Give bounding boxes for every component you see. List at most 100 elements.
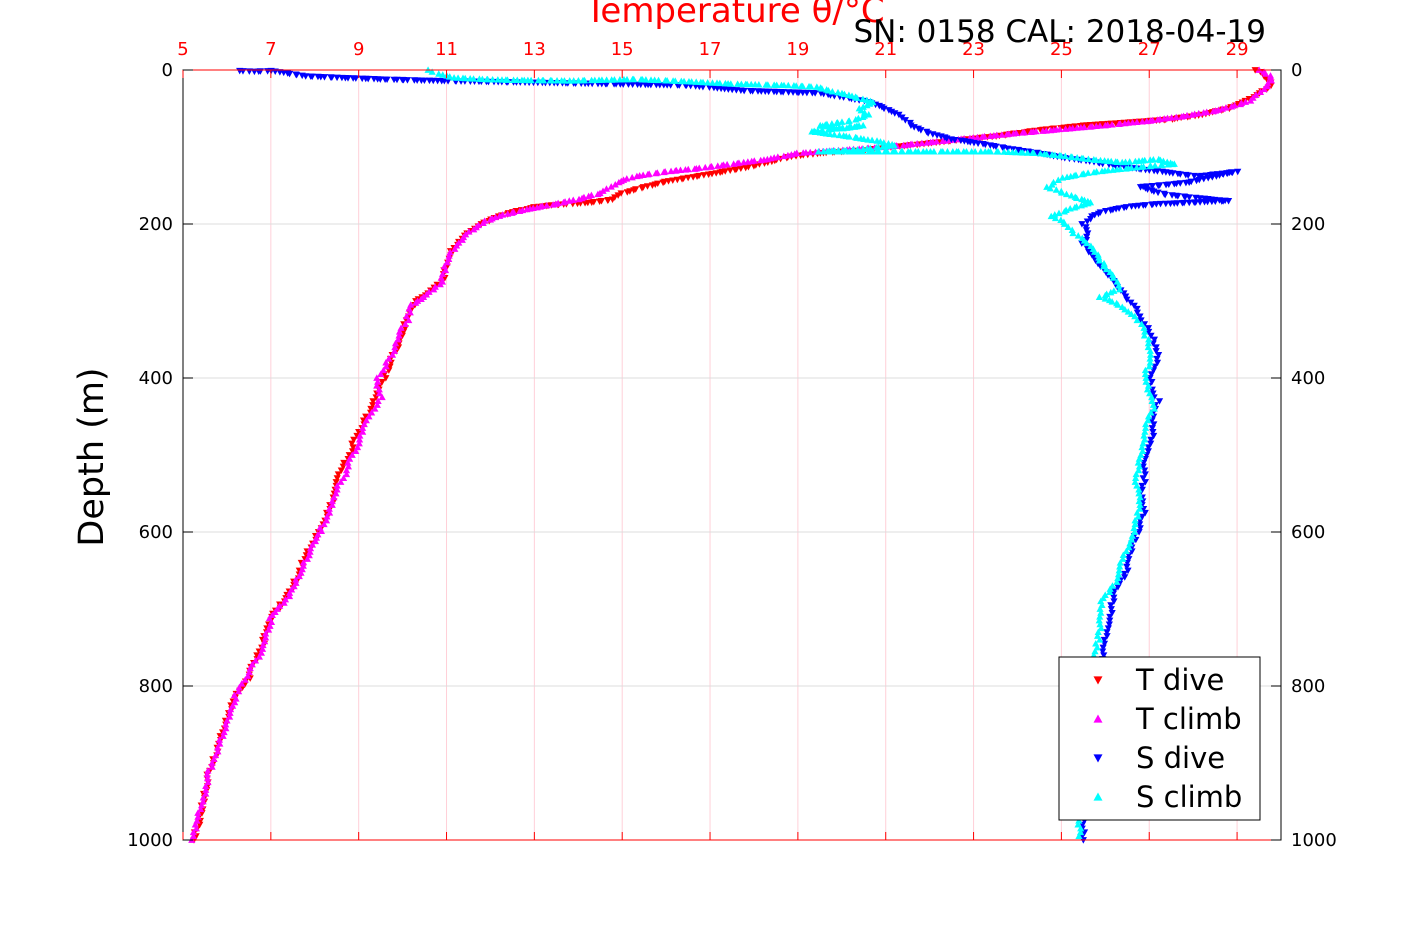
data-point [845, 133, 853, 140]
data-point [901, 117, 909, 124]
data-point [1039, 127, 1047, 134]
data-point [1062, 190, 1071, 198]
data-point [1090, 248, 1099, 255]
data-point [383, 76, 391, 84]
data-point [740, 158, 748, 166]
data-point [883, 148, 891, 155]
chart-title: Temperature θ/°C [584, 0, 884, 31]
data-point [328, 74, 336, 81]
data-point [202, 786, 210, 793]
data-point [312, 534, 321, 541]
legend-label: S dive [1136, 741, 1225, 775]
data-point [978, 133, 986, 140]
data-point [1073, 124, 1081, 131]
data-point [1107, 606, 1115, 613]
data-point [333, 482, 341, 489]
data-point [1142, 420, 1150, 428]
y-tick-label-left: 800 [139, 676, 173, 697]
data-point [699, 84, 707, 91]
data-point [1084, 155, 1093, 163]
data-point [222, 720, 230, 728]
data-point [986, 132, 995, 139]
data-point [320, 520, 328, 528]
data-point [1010, 129, 1018, 137]
data-point [303, 555, 311, 562]
data-point [1148, 425, 1156, 432]
y-tick-label-right: 200 [1291, 214, 1325, 235]
data-point [1252, 91, 1260, 98]
data-point [1141, 509, 1149, 517]
data-point [1267, 76, 1276, 84]
data-point [1178, 200, 1187, 207]
data-point [444, 78, 452, 85]
data-point [244, 672, 252, 679]
data-point [1061, 152, 1069, 160]
data-point [374, 378, 382, 385]
data-point [251, 656, 260, 664]
data-point [435, 70, 443, 77]
data-point [1030, 149, 1038, 157]
data-point [1019, 149, 1027, 156]
data-point [344, 75, 352, 82]
data-point [362, 413, 370, 421]
data-point [1140, 324, 1148, 331]
data-point [323, 513, 331, 520]
data-point [1185, 199, 1193, 207]
data-point [1122, 547, 1130, 555]
data-point [382, 359, 390, 366]
data-point [375, 385, 383, 393]
data-point [262, 630, 270, 637]
data-point [1154, 116, 1162, 123]
data-point [1116, 559, 1124, 566]
data-point [574, 76, 583, 84]
x-tick-label: 5 [177, 39, 188, 60]
data-point [654, 76, 663, 84]
data-point [486, 216, 494, 223]
data-point [570, 77, 578, 84]
data-point [548, 76, 556, 84]
data-point [356, 432, 364, 439]
data-point [692, 78, 700, 85]
data-point [838, 148, 846, 155]
data-point [1115, 566, 1123, 574]
data-point [1106, 613, 1114, 621]
data-point [872, 144, 880, 151]
data-point [1083, 218, 1091, 226]
data-point [1107, 288, 1115, 296]
data-point [1027, 128, 1035, 135]
data-point [1147, 440, 1155, 448]
data-point [373, 382, 381, 389]
data-point [1126, 539, 1134, 547]
data-point [1178, 113, 1186, 120]
data-point [1125, 543, 1133, 551]
data-point [1121, 574, 1129, 581]
data-point [285, 70, 294, 78]
data-point [623, 75, 631, 83]
data-point [853, 94, 861, 101]
data-point [1107, 157, 1115, 165]
data-point [1224, 198, 1233, 205]
data-point [1109, 166, 1117, 173]
data-point [355, 436, 364, 443]
data-point [1073, 194, 1081, 202]
data-point [1144, 444, 1153, 451]
data-point [306, 544, 315, 552]
data-point [367, 409, 376, 416]
data-point [1143, 117, 1151, 125]
data-point [1127, 310, 1135, 317]
data-point [265, 626, 273, 633]
data-point [630, 75, 638, 83]
data-point [465, 228, 473, 235]
data-point [192, 824, 200, 832]
data-point [1176, 171, 1184, 178]
data-point [727, 80, 735, 87]
data-point [1121, 305, 1129, 313]
data-point [213, 744, 222, 751]
data-point [823, 148, 831, 155]
data-point [819, 122, 827, 129]
y-tick-label-right: 1000 [1291, 830, 1337, 851]
data-point [764, 81, 772, 88]
legend-label: S climb [1136, 780, 1242, 814]
data-point [784, 81, 792, 89]
data-point [1100, 636, 1108, 644]
